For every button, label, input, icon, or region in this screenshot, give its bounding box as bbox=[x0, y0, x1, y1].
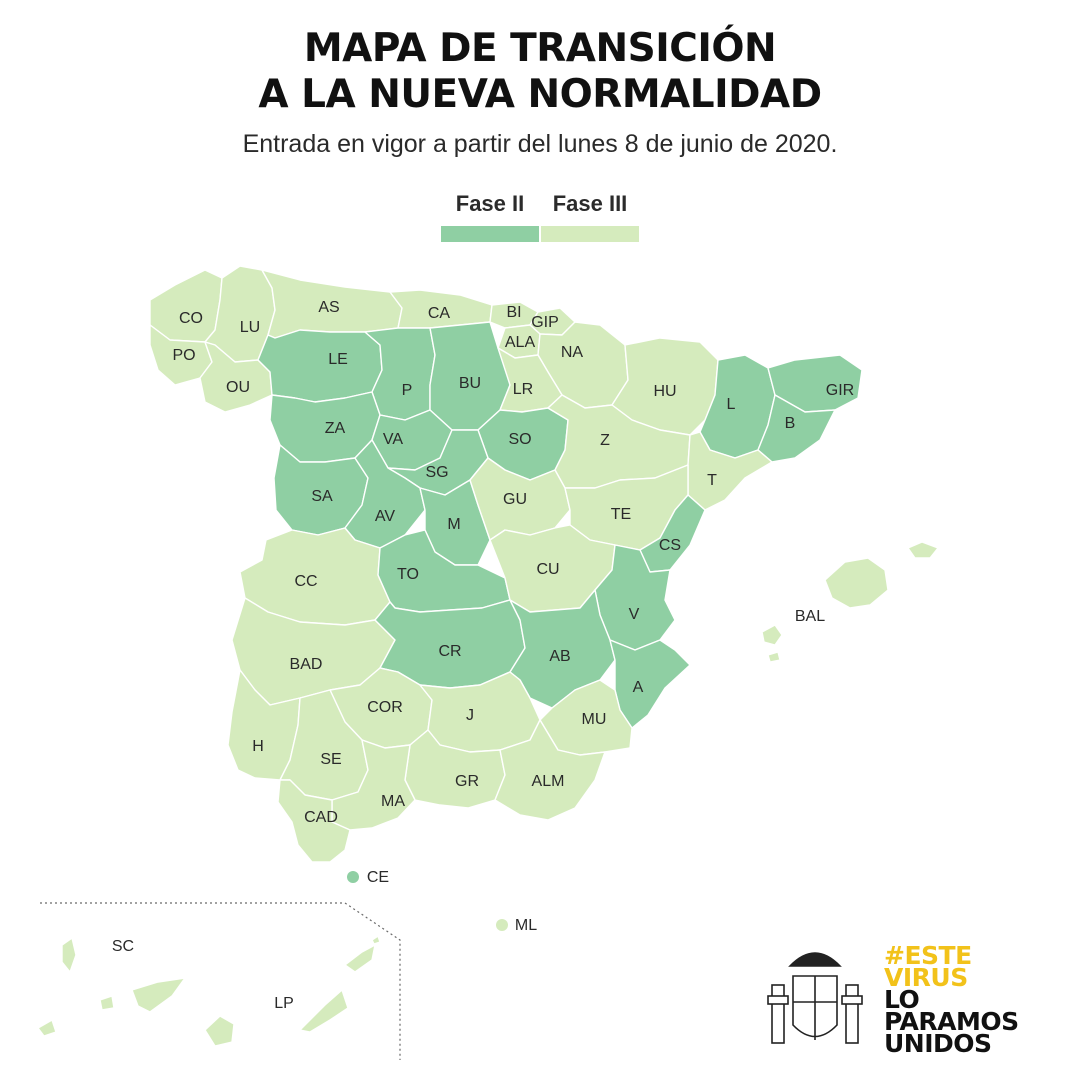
province-LE bbox=[257, 329, 383, 403]
province-OU bbox=[199, 341, 273, 413]
banner-ultra bbox=[841, 995, 863, 1005]
province-A bbox=[609, 639, 691, 729]
province-B bbox=[757, 394, 836, 463]
map-title-line-1: MAPA DE TRANSICIÓN bbox=[303, 26, 777, 71]
label-AB: AB bbox=[549, 648, 570, 665]
legend-label-fase-2: Fase II bbox=[455, 191, 525, 216]
label-AV: AV bbox=[375, 508, 395, 525]
label-BI: BI bbox=[506, 304, 521, 321]
label-SE: SE bbox=[320, 751, 341, 768]
slogan-line-5: UNIDOS bbox=[884, 1029, 992, 1058]
label-GR: GR bbox=[455, 773, 479, 790]
label-ML: ML bbox=[515, 917, 537, 934]
label-COR: COR bbox=[367, 699, 403, 716]
island-lp-graciosa bbox=[371, 935, 381, 945]
slogan-line-3: LO bbox=[884, 985, 920, 1014]
label-SA: SA bbox=[311, 488, 333, 505]
label-B: B bbox=[785, 415, 796, 432]
slogan-line-2: VIRUS bbox=[884, 963, 968, 992]
label-GIR: GIR bbox=[826, 382, 854, 399]
label-CAD: CAD bbox=[304, 809, 338, 826]
island-bal-formentera bbox=[767, 651, 781, 663]
label-BAD: BAD bbox=[290, 656, 323, 673]
label-LR: LR bbox=[513, 381, 533, 398]
label-NA: NA bbox=[561, 344, 584, 361]
label-ALM: ALM bbox=[532, 773, 565, 790]
slogan-line-4: PARAMOS bbox=[884, 1007, 1019, 1036]
label-CA: CA bbox=[428, 305, 451, 322]
label-HU: HU bbox=[653, 383, 676, 400]
label-BU: BU bbox=[459, 375, 481, 392]
label-SO: SO bbox=[508, 431, 531, 448]
label-T: T bbox=[707, 472, 717, 489]
left-pillar-icon bbox=[771, 984, 785, 1044]
label-L: L bbox=[727, 396, 736, 413]
label-TO: TO bbox=[397, 566, 419, 583]
label-GU: GU bbox=[503, 491, 527, 508]
label-MA: MA bbox=[381, 793, 405, 810]
map-subtitle: Entrada en vigor a partir del lunes 8 de… bbox=[242, 130, 838, 158]
island-bal-ibiza bbox=[761, 624, 783, 646]
province-ALM bbox=[494, 719, 606, 821]
label-CO: CO bbox=[179, 310, 203, 327]
label-MU: MU bbox=[582, 711, 607, 728]
label-ALA: ALA bbox=[505, 334, 536, 351]
label-CU: CU bbox=[536, 561, 559, 578]
label-TE: TE bbox=[611, 506, 631, 523]
label-GIP: GIP bbox=[531, 314, 559, 331]
label-LE: LE bbox=[328, 351, 348, 368]
province-HU bbox=[611, 337, 719, 436]
label-SC: SC bbox=[112, 938, 134, 955]
right-pillar-icon bbox=[845, 984, 859, 1044]
label-OU: OU bbox=[226, 379, 250, 396]
label-V: V bbox=[629, 606, 640, 623]
label-ZA: ZA bbox=[325, 420, 346, 437]
marker-ML bbox=[496, 919, 508, 931]
province-CAD bbox=[277, 779, 351, 863]
island-bal-menorca bbox=[907, 541, 939, 559]
island-sc-la-gomera bbox=[99, 995, 115, 1011]
label-VA: VA bbox=[383, 431, 403, 448]
province-shapes bbox=[37, 265, 939, 1047]
crown-icon bbox=[788, 952, 842, 967]
banner-plus bbox=[767, 995, 789, 1005]
map-title-line-2: A LA NUEVA NORMALIDAD bbox=[258, 72, 822, 117]
label-LU: LU bbox=[240, 319, 260, 336]
label-Z: Z bbox=[600, 432, 610, 449]
label-CE: CE bbox=[367, 869, 389, 886]
label-J: J bbox=[466, 707, 474, 724]
marker-CE bbox=[347, 871, 359, 883]
province-labels: CO LU PO OU AS CA BI GIP ALA NA LE P BU … bbox=[112, 299, 854, 1012]
label-P: P bbox=[402, 382, 413, 399]
legend-swatch-fase-3 bbox=[541, 226, 639, 242]
island-sc-tenerife bbox=[131, 977, 186, 1013]
province-MA bbox=[331, 739, 416, 831]
slogan-line-1: #ESTE bbox=[884, 941, 972, 970]
label-A: A bbox=[633, 679, 644, 696]
label-PO: PO bbox=[172, 347, 195, 364]
legend-label-fase-3: Fase III bbox=[552, 191, 628, 216]
province-CO bbox=[149, 269, 223, 343]
shield-icon bbox=[792, 975, 838, 1038]
label-CS: CS bbox=[659, 537, 681, 554]
island-lp-gran-canaria bbox=[204, 1015, 235, 1047]
label-BAL: BAL bbox=[795, 608, 825, 625]
label-M: M bbox=[447, 516, 460, 533]
label-SG: SG bbox=[425, 464, 448, 481]
province-BAL bbox=[824, 557, 889, 609]
island-sc-el-hierro bbox=[37, 1019, 57, 1037]
label-AS: AS bbox=[318, 299, 339, 316]
label-CR: CR bbox=[438, 643, 461, 660]
label-LP: LP bbox=[274, 995, 294, 1012]
legend-swatch-fase-2 bbox=[441, 226, 539, 242]
canary-inset-border bbox=[40, 902, 401, 1060]
label-CC: CC bbox=[294, 573, 317, 590]
island-sc-la-palma bbox=[61, 937, 77, 973]
island-lp-fuerteventura bbox=[299, 989, 349, 1033]
spain-coat-of-arms-logo bbox=[767, 952, 863, 1044]
label-H: H bbox=[252, 738, 264, 755]
island-lp-lanzarote bbox=[344, 944, 376, 973]
